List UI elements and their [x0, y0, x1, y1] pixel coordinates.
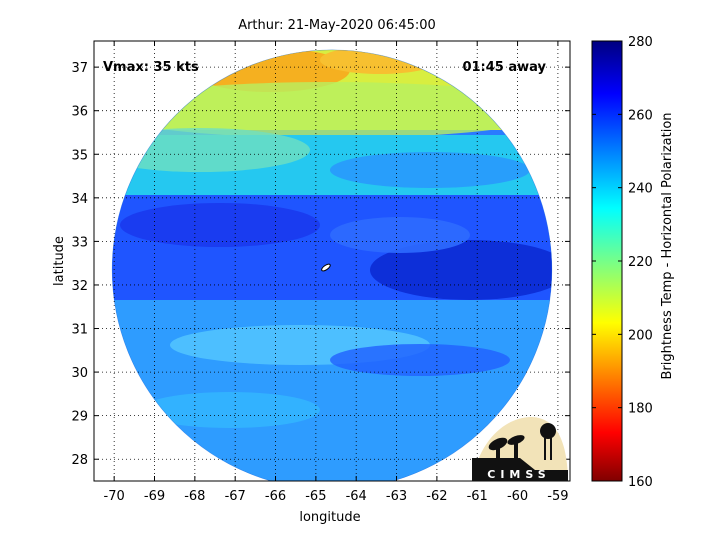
y-tick-label: 28 — [71, 453, 88, 468]
logo-dish-stand — [496, 446, 500, 458]
chart-title: Arthur: 21-May-2020 06:45:00 — [238, 18, 436, 33]
logo-building — [472, 458, 568, 481]
colorbar-ticks: 160 180 200 220 240 260 280 — [592, 35, 653, 490]
logo-water-tower — [540, 423, 556, 439]
x-tick-label: -66 — [265, 489, 286, 504]
y-tick-label: 29 — [71, 410, 88, 425]
y-tick-label: 37 — [71, 61, 88, 76]
swath-edge — [111, 49, 553, 481]
x-axis-ticks: -70 -69 -68 -67 -66 -65 -64 -63 -62 -61 -60 -59 — [104, 41, 569, 504]
grid-lines — [94, 41, 570, 481]
logo-dish-stand — [514, 442, 518, 458]
y-tick-label: 31 — [71, 323, 88, 338]
colorbar-tick-label: 260 — [628, 108, 653, 123]
storm-center-icon — [321, 263, 331, 272]
x-tick-label: -63 — [386, 489, 407, 504]
x-tick-label: -64 — [346, 489, 367, 504]
x-tick-label: -60 — [507, 489, 528, 504]
x-tick-label: -65 — [305, 489, 326, 504]
swath-green-band — [112, 82, 552, 138]
colorbar-tick-label: 200 — [628, 328, 653, 343]
y-tick-label: 34 — [71, 192, 88, 207]
x-axis-label: longitude — [299, 510, 360, 525]
swath-blue-patch — [330, 217, 470, 253]
colorbar-tick-label: 240 — [628, 182, 653, 197]
y-axis-label: latitude — [52, 236, 67, 286]
y-tick-label: 33 — [71, 235, 88, 250]
colorbar-tick-label: 180 — [628, 402, 653, 417]
plot-frame — [93, 40, 571, 482]
x-tick-label: -70 — [104, 489, 125, 504]
vmax-annotation: Vmax: 35 kts — [103, 60, 199, 75]
swath-blue-patch — [330, 152, 530, 188]
colorbar-tick-label: 160 — [628, 475, 653, 490]
logo-dish — [507, 435, 525, 445]
x-tick-label: -68 — [184, 489, 205, 504]
x-tick-label: -69 — [144, 489, 165, 504]
logo-dish — [488, 437, 508, 451]
colorbar — [591, 40, 623, 482]
y-tick-label: 35 — [71, 148, 88, 163]
logo-text: CIMSS — [487, 468, 550, 481]
time-away-annotation: 01:45 away — [462, 60, 546, 75]
y-axis-ticks: 28 29 30 31 32 33 34 35 36 37 — [71, 61, 570, 468]
colorbar-tick-label: 220 — [628, 255, 653, 270]
x-tick-label: -67 — [225, 489, 246, 504]
swath-deep-patch — [370, 240, 552, 300]
cimss-logo: CIMSS — [472, 417, 568, 481]
swath-deep-patch — [120, 203, 320, 247]
x-tick-label: -61 — [467, 489, 488, 504]
colorbar-tick-label: 280 — [628, 35, 653, 50]
swath-blue-patch — [330, 344, 510, 376]
swath-teal-patch — [112, 128, 310, 172]
y-tick-label: 32 — [71, 279, 88, 294]
logo-tower-leg — [544, 438, 546, 460]
x-tick-label: -62 — [426, 489, 447, 504]
logo-tower-leg — [550, 438, 552, 460]
x-tick-label: -59 — [547, 489, 568, 504]
y-tick-label: 36 — [71, 105, 88, 120]
storm-center-marker — [321, 263, 331, 272]
colorbar-label: Brightness Temp - Horizontal Polarizatio… — [660, 112, 675, 379]
y-tick-label: 30 — [71, 366, 88, 381]
swath-light-patch — [140, 392, 320, 428]
